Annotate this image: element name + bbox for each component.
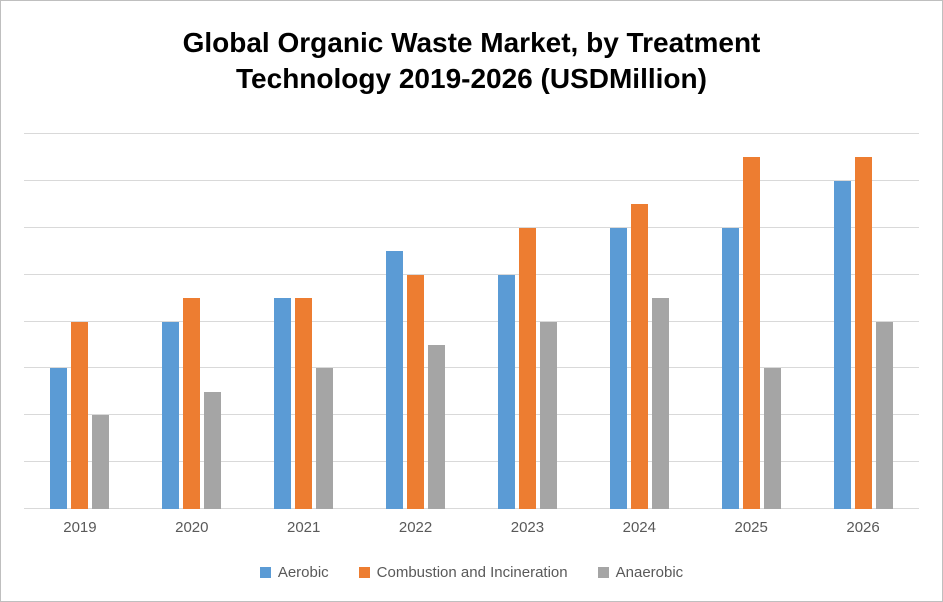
bar-combustion-and-incineration: [742, 157, 760, 509]
plot-area: [24, 133, 919, 509]
bar-aerobic: [162, 321, 180, 509]
legend-swatch-icon: [597, 567, 609, 578]
x-axis-label: 2020: [175, 519, 209, 536]
x-axis-label: 2025: [734, 519, 768, 536]
bar-group: [583, 134, 695, 509]
legend-item-anaerobic: Anaerobic: [597, 564, 684, 581]
bar-groups: [24, 134, 919, 509]
gridline: [24, 273, 919, 275]
bar-aerobic: [274, 298, 292, 509]
bar-group: [24, 134, 136, 509]
gridline: [24, 226, 919, 228]
gridline: [24, 414, 919, 416]
bar-group: [360, 134, 472, 509]
bar-group: [248, 134, 360, 509]
bar-anaerobic: [651, 298, 669, 509]
bar-combustion-and-incineration: [630, 204, 648, 509]
bar-anaerobic: [204, 391, 222, 509]
legend-swatch-icon: [259, 567, 271, 578]
bar-combustion-and-incineration: [295, 298, 313, 509]
legend: Aerobic Combustion and Incineration Anaero…: [1, 564, 942, 581]
bar-combustion-and-incineration: [183, 298, 201, 509]
x-axis-label: 2026: [846, 519, 880, 536]
bar-anaerobic: [92, 415, 110, 509]
x-axis-label: 2024: [622, 519, 656, 536]
gridline: [24, 320, 919, 322]
bar-combustion-and-incineration: [518, 227, 536, 509]
gridline: [24, 133, 919, 134]
gridline: [24, 461, 919, 463]
x-axis-labels: 2019 2020 2021 2022 2023 2024 2025 2026: [24, 519, 919, 541]
bar-anaerobic: [428, 344, 446, 509]
bar-aerobic: [497, 274, 515, 509]
gridline: [24, 179, 919, 181]
x-axis-label: 2019: [63, 519, 97, 536]
legend-item-aerobic: Aerobic: [259, 564, 329, 581]
bar-group: [807, 134, 919, 509]
legend-swatch-icon: [358, 567, 370, 578]
bar-anaerobic: [763, 368, 781, 509]
bar-aerobic: [721, 227, 739, 509]
x-axis-line: [24, 508, 919, 509]
x-axis-label: 2023: [510, 519, 545, 536]
gridline: [24, 367, 919, 369]
bar-combustion-and-incineration: [71, 321, 89, 509]
bar-aerobic: [609, 227, 627, 509]
bar-anaerobic: [875, 321, 893, 509]
chart-title: Global Organic Waste Market, by Treatmen…: [182, 27, 761, 95]
legend-item-combustion-and-incineration: Combustion and Incineration: [358, 564, 568, 581]
bar-aerobic: [50, 368, 68, 509]
bar-group: [136, 134, 248, 509]
bar-aerobic: [833, 180, 851, 509]
bar-aerobic: [386, 251, 404, 509]
legend-label: Anaerobic: [615, 564, 684, 581]
bar-combustion-and-incineration: [407, 274, 425, 509]
legend-label: Combustion and Incineration: [376, 564, 568, 581]
bar-group: [472, 134, 584, 509]
bar-anaerobic: [316, 368, 334, 509]
bar-anaerobic: [539, 321, 557, 509]
bar-group: [695, 134, 807, 509]
x-axis-label: 2022: [398, 519, 433, 536]
bar-combustion-and-incineration: [854, 157, 872, 509]
legend-label: Aerobic: [277, 564, 329, 581]
x-axis-label: 2021: [287, 519, 321, 536]
